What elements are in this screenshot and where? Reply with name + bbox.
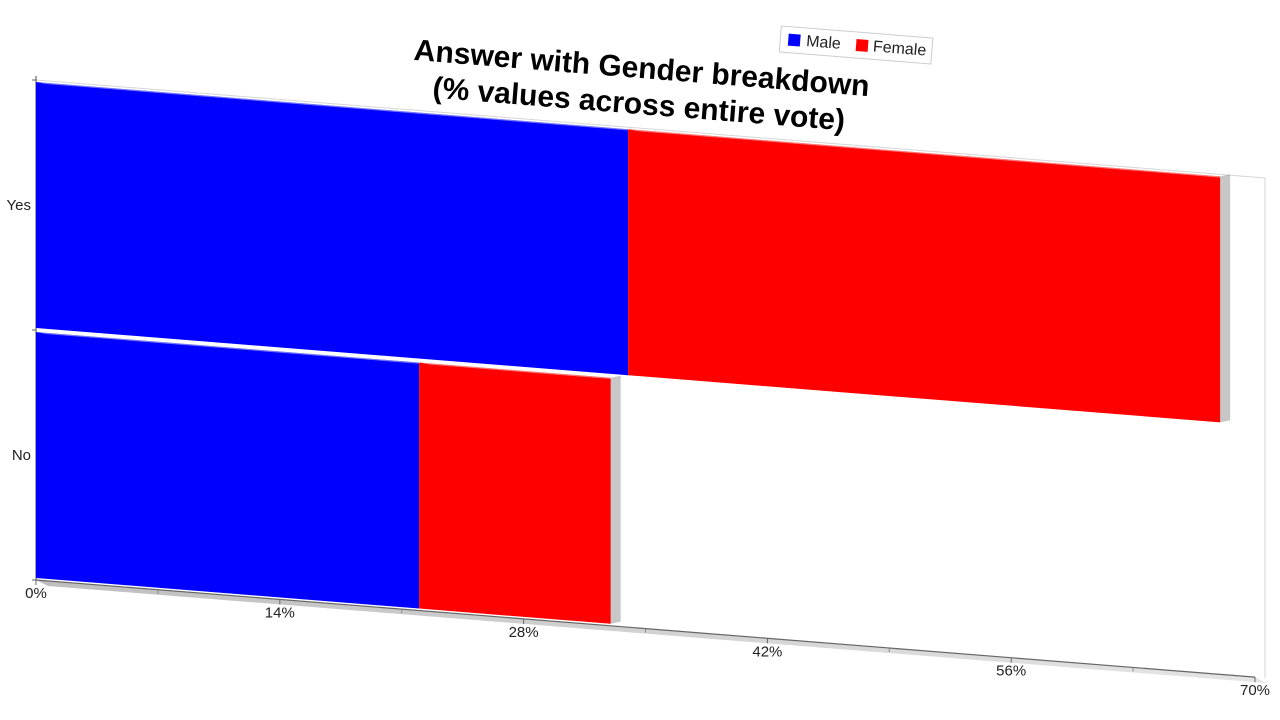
x-tick-label: 70%	[1240, 682, 1270, 699]
bar-female-no[interactable]	[419, 362, 621, 624]
legend-swatch-male	[787, 33, 801, 47]
category-label-no: No	[12, 447, 31, 464]
x-tick-label: 42%	[752, 643, 782, 660]
category-axis-labels: Yes No	[7, 197, 31, 464]
bar-male-yes[interactable]	[36, 82, 639, 376]
bar-female-yes[interactable]	[628, 129, 1231, 423]
category-label-yes: Yes	[7, 197, 31, 214]
legend-label-female: Female	[872, 38, 927, 59]
legend[interactable]: Male Female	[778, 25, 934, 65]
x-tick-label: 28%	[509, 624, 539, 641]
legend-swatch-female	[855, 39, 869, 52]
bar-male-no[interactable]	[36, 332, 430, 609]
x-tick-label: 14%	[265, 604, 295, 621]
legend-label-male: Male	[806, 33, 842, 53]
x-axis-ticks: 0% 14% 28% 42% 56% 70%	[25, 580, 1270, 699]
floor-shadow	[36, 580, 1267, 684]
x-tick-label: 56%	[996, 663, 1026, 680]
x-tick-label: 0%	[25, 585, 47, 602]
bars	[36, 82, 1231, 624]
